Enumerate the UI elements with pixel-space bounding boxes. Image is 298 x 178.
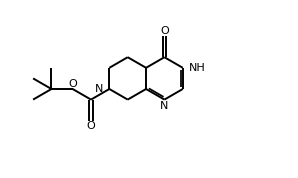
Text: O: O [87,121,95,131]
Text: N: N [160,101,169,111]
Text: N: N [95,84,103,94]
Text: NH: NH [189,63,205,73]
Text: O: O [160,26,169,36]
Text: O: O [68,79,77,89]
